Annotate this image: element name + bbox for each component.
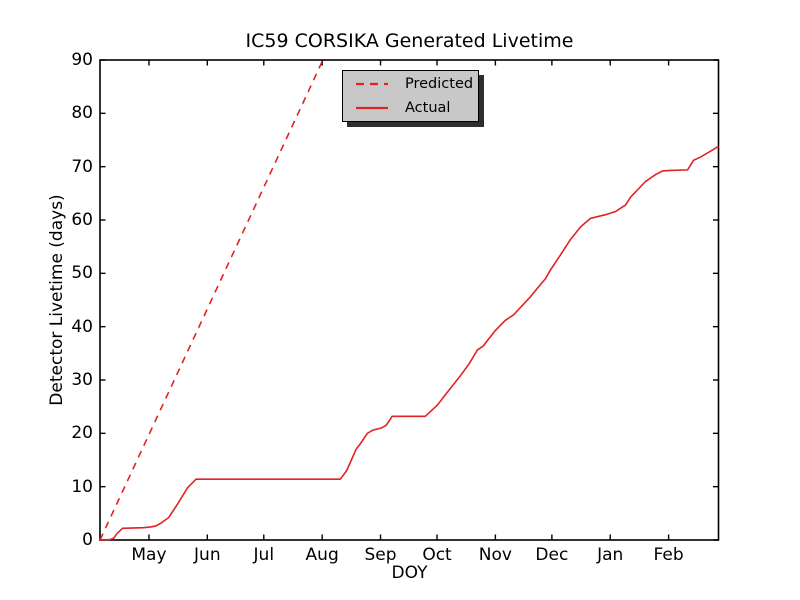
axes-frame: [99, 59, 720, 541]
series-line-predicted: [99, 59, 324, 541]
series-line-actual: [99, 145, 719, 541]
